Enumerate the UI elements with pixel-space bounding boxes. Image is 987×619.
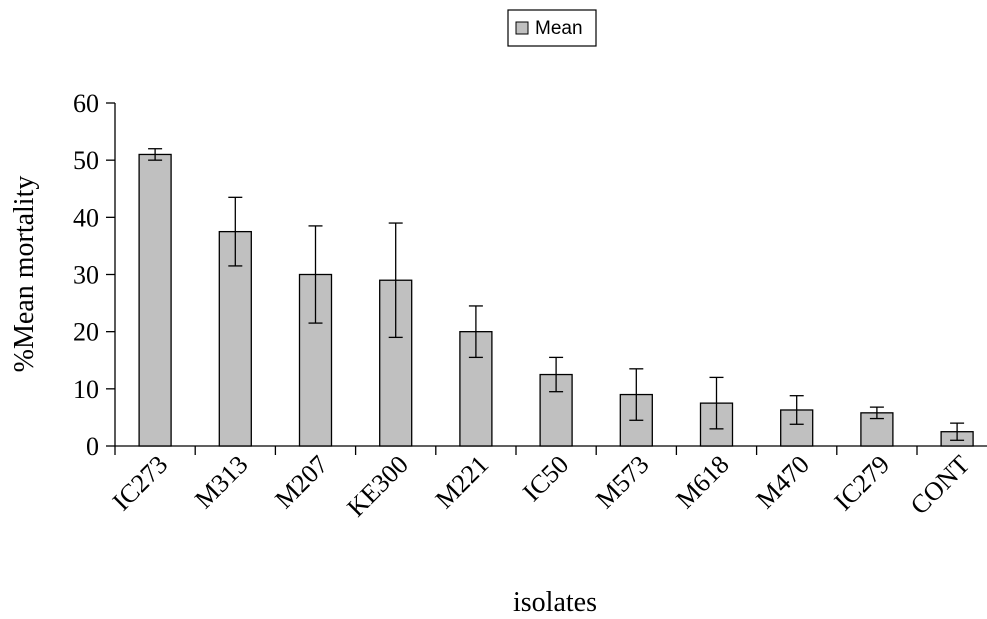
y-tick-label: 40 xyxy=(73,203,99,232)
y-tick-label: 50 xyxy=(73,146,99,175)
x-axis-title: isolates xyxy=(513,587,597,618)
x-tick-label-ke300: KE300 xyxy=(341,450,414,523)
y-tick-label: 0 xyxy=(86,432,99,461)
y-axis: 0 10 20 30 40 50 60 xyxy=(73,89,116,461)
y-tick-label: 60 xyxy=(73,89,99,118)
x-tick-label-m618: M618 xyxy=(670,450,734,514)
bars xyxy=(138,153,974,447)
y-axis-title: %Mean mortality xyxy=(9,176,40,373)
x-tick-label-m470: M470 xyxy=(751,450,815,514)
y-tick-label: 20 xyxy=(73,318,99,347)
y-tick-label: 10 xyxy=(73,375,99,404)
x-tick-label-m313: M313 xyxy=(189,450,253,514)
bar-ic273 xyxy=(138,153,172,447)
x-axis: IC273 M313 M207 KE300 M221 IC50 M573 M618 M470 IC… xyxy=(107,445,987,523)
x-tick-label-ic50: IC50 xyxy=(517,450,574,507)
x-tick-label-ic279: IC279 xyxy=(829,450,895,516)
error-bars xyxy=(148,148,965,441)
bar-m313 xyxy=(218,230,252,447)
legend: Mean xyxy=(507,9,597,47)
x-tick-label-ic273: IC273 xyxy=(107,450,173,516)
x-tick-label-cont: CONT xyxy=(905,450,976,521)
x-tick-label-m221: M221 xyxy=(430,450,494,514)
bar-ke300 xyxy=(379,279,413,447)
legend-swatch-mean xyxy=(515,21,529,35)
legend-label-mean: Mean xyxy=(535,18,583,39)
x-tick-label-m573: M573 xyxy=(590,450,654,514)
y-tick-label: 30 xyxy=(73,261,99,290)
x-tick-label-m207: M207 xyxy=(269,450,333,514)
bar-m221 xyxy=(459,331,493,447)
